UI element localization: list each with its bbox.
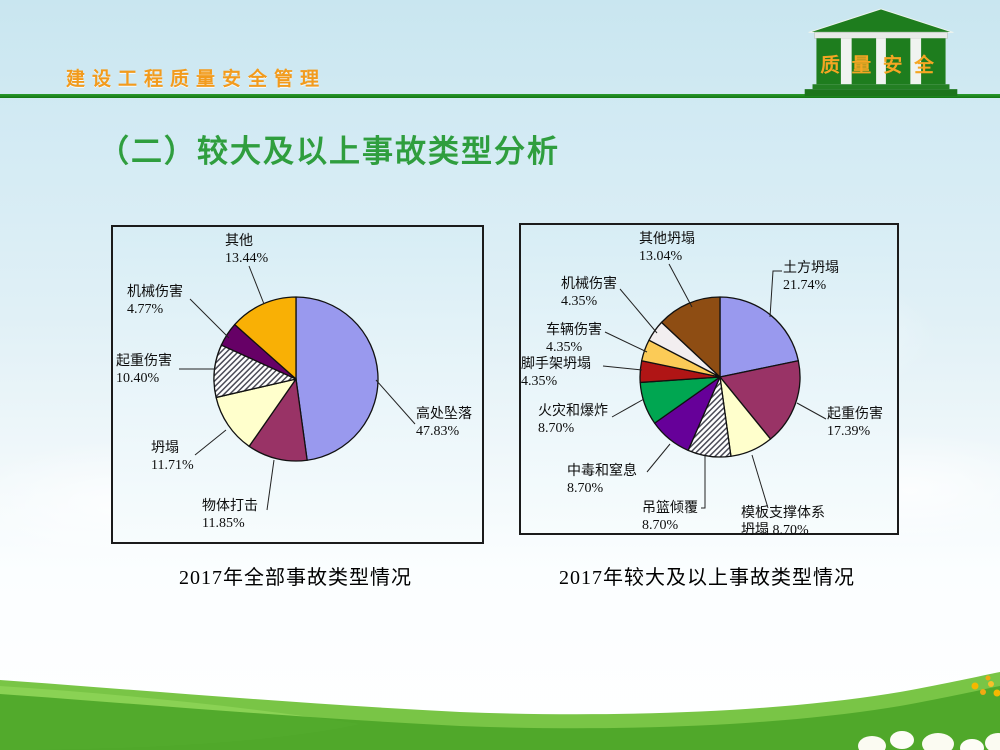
header-rule [0, 94, 1000, 98]
slice-label-9: 其他坍塌 13.04% [639, 232, 695, 264]
slice-label-7: 车辆伤害 4.35% [546, 323, 602, 355]
chart-caption-all: 2017年全部事故类型情况 [179, 567, 412, 589]
leader-line-0 [375, 379, 416, 425]
slide-title: （二）较大及以上事故类型分析 [98, 134, 560, 169]
chart-box-all-accidents: 高处坠落 47.83% 物体打击 11.85% 坍塌 11.71% 起重伤害 10.40% 机械… [111, 225, 484, 544]
logo-roof-icon [808, 8, 954, 33]
slice-label-0: 土方坍塌 21.74% [783, 261, 839, 293]
slice-label-2: 坍塌 11.71% [151, 441, 194, 473]
leader-line-9 [668, 263, 693, 308]
slice-label-5: 火灾和爆炸 8.70% [538, 404, 608, 436]
slice-label-5: 其他 13.44% [225, 234, 269, 266]
logo-beam [814, 32, 948, 39]
quality-safety-logo: 质量安全 [804, 8, 958, 96]
leader-line-5 [611, 398, 645, 418]
chart-box-major-accidents: 土方坍塌 21.74% 起重伤害 17.39% 模板支撑体系 坍塌 8.70% 吊篮倾覆 8.… [519, 223, 899, 538]
slice-label-3: 起重伤害 10.40% [116, 354, 172, 386]
pie-slice-1 [719, 360, 801, 440]
logo-base-upper [812, 84, 950, 90]
slice-label-1: 物体打击 11.85% [202, 499, 258, 531]
chart-caption-major: 2017年较大及以上事故类型情况 [559, 567, 855, 589]
leader-line-1 [266, 459, 275, 511]
pie-slice-1 [248, 378, 308, 462]
leader-line-8 [619, 288, 658, 334]
leader-line-2 [751, 454, 769, 509]
leader-line-4 [646, 443, 671, 473]
slice-label-0: 高处坠落 47.83% [416, 407, 472, 439]
slice-label-2: 模板支撑体系 坍塌 8.70% [741, 506, 825, 538]
leader-line-4 [189, 298, 230, 339]
leader-line-7 [604, 331, 648, 353]
logo-base-lower [804, 89, 958, 96]
pie-slice-5 [234, 296, 297, 380]
leader-line-3 [701, 456, 706, 509]
leader-line-1 [796, 402, 827, 420]
header-title: 建设工程质量安全管理 [66, 69, 327, 90]
pie-all-accidents [179, 265, 416, 511]
yellow-flowers [971, 675, 1000, 697]
slice-label-3: 吊篮倾覆 8.70% [642, 501, 698, 533]
grass-hills [0, 672, 1000, 750]
pie-slice-0 [295, 296, 379, 461]
leader-line-0 [769, 270, 782, 318]
white-flowers [858, 731, 1000, 750]
logo-pillars [816, 38, 946, 85]
slice-label-8: 机械伤害 4.35% [561, 277, 617, 309]
slice-label-1: 起重伤害 17.39% [827, 407, 883, 439]
slice-label-6: 脚手架坍塌 4.35% [521, 357, 591, 389]
slice-label-4: 机械伤害 4.77% [127, 285, 183, 317]
hill-front [0, 686, 1000, 750]
pie-major-accidents [602, 263, 827, 509]
leader-line-2 [194, 429, 227, 456]
leader-line-5 [248, 265, 265, 305]
pie-slice-9 [660, 296, 721, 378]
leader-line-6 [602, 365, 643, 371]
slice-label-4: 中毒和窒息 8.70% [567, 464, 637, 496]
logo-text: 质量安全 [820, 54, 945, 77]
